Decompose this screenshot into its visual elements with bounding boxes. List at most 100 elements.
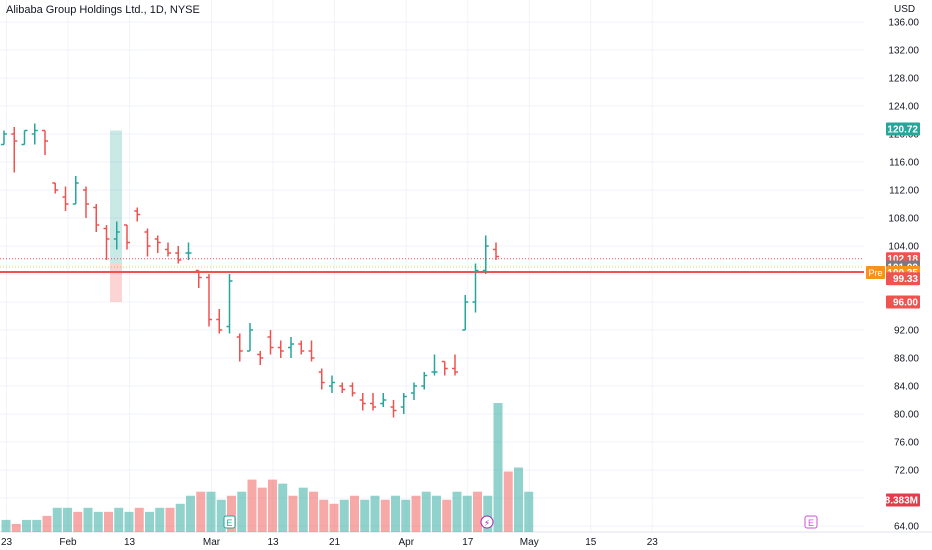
ohlc-bar bbox=[154, 235, 161, 253]
red-level-badge-1-bg bbox=[886, 272, 920, 286]
ohlc-bar bbox=[42, 129, 48, 155]
dividend-marker: ⚡ bbox=[480, 515, 494, 529]
volume-bar bbox=[175, 503, 185, 532]
x-tick-label: 13 bbox=[124, 537, 136, 548]
ohlc-bar bbox=[329, 375, 335, 393]
y-tick-label: 72.00 bbox=[894, 466, 919, 477]
ohlc-bar bbox=[247, 323, 253, 352]
volume-bar bbox=[114, 507, 124, 532]
volume-bar bbox=[493, 403, 503, 532]
ohlc-bar bbox=[185, 242, 192, 260]
y-tick-label: 92.00 bbox=[894, 326, 919, 337]
ohlc-bar bbox=[216, 309, 223, 334]
volume-bar bbox=[483, 495, 493, 532]
ohlc-bar bbox=[288, 337, 294, 358]
y-tick-label: 64.00 bbox=[894, 522, 919, 533]
volume-bar bbox=[421, 491, 431, 532]
volume-bar bbox=[524, 491, 534, 532]
y-tick-label: 88.00 bbox=[894, 354, 919, 365]
ohlc-bar bbox=[349, 382, 356, 397]
volume-bar bbox=[216, 499, 226, 532]
ohlc-bar bbox=[1, 130, 7, 146]
ohlc-bar bbox=[175, 246, 182, 264]
ohlc-bar bbox=[482, 235, 489, 274]
x-tick-label: May bbox=[520, 537, 539, 548]
pre-tag: Pre bbox=[866, 266, 885, 280]
volume-badge: 28.383M bbox=[879, 493, 920, 507]
ohlc-bar bbox=[472, 263, 479, 313]
ohlc-bar bbox=[113, 221, 120, 250]
volume-bar bbox=[247, 479, 257, 532]
volume-bar bbox=[401, 499, 411, 532]
pre-tag-text: Pre bbox=[868, 268, 882, 278]
ohlc-bar bbox=[226, 274, 233, 334]
volume-bar bbox=[370, 495, 380, 532]
volume-bar bbox=[298, 487, 308, 532]
red-level-badge-2-text: 96.00 bbox=[893, 298, 918, 309]
high-price-badge-bg bbox=[886, 122, 920, 136]
volume-bar bbox=[268, 479, 277, 532]
future-earnings-letter: E bbox=[808, 518, 814, 528]
volume-bar bbox=[503, 471, 513, 532]
volume-bar bbox=[206, 491, 216, 532]
high-price-badge: 120.72 bbox=[886, 122, 920, 135]
gap-up-range bbox=[110, 130, 122, 264]
volume-bar bbox=[145, 511, 154, 532]
volume-bar bbox=[73, 511, 83, 532]
x-tick-label: 23 bbox=[1, 537, 13, 548]
volume-bar bbox=[11, 523, 21, 532]
volume-bar bbox=[350, 495, 359, 532]
ohlc-bar bbox=[124, 224, 130, 250]
ohlc-bar bbox=[206, 274, 212, 327]
ohlc-bar bbox=[380, 393, 387, 407]
ohlc-bar bbox=[339, 382, 346, 393]
gap-down-range bbox=[110, 263, 122, 302]
volume-bar bbox=[339, 499, 349, 532]
ohlc-bar bbox=[144, 228, 151, 257]
ohlc-bar bbox=[441, 360, 448, 376]
volume-bar bbox=[462, 495, 472, 532]
ohlc-bar bbox=[195, 269, 202, 288]
y-tick-label: 136.00 bbox=[888, 18, 919, 29]
volume-badge-text: 28.383M bbox=[879, 496, 918, 507]
volume-bar bbox=[319, 499, 329, 532]
red-level-badge-1: 99.33 bbox=[886, 272, 920, 286]
x-tick-label: 21 bbox=[329, 537, 341, 548]
earnings-marker: E bbox=[223, 515, 236, 529]
volume-bar bbox=[452, 491, 462, 532]
ohlc-bar bbox=[93, 204, 100, 232]
ohlc-bar bbox=[390, 400, 397, 418]
earnings-box bbox=[223, 515, 236, 529]
x-tick-label: 15 bbox=[585, 537, 597, 548]
red-level-badge-2: 96.00 bbox=[886, 295, 920, 309]
ohlc-bar bbox=[11, 127, 18, 173]
pre-tag-bg bbox=[866, 266, 885, 280]
volume-bar bbox=[124, 511, 134, 532]
y-tick-label: 116.00 bbox=[889, 158, 919, 169]
volume-bar bbox=[42, 515, 52, 532]
ohlc-bar bbox=[134, 207, 141, 222]
ohlc-bar bbox=[52, 182, 59, 194]
volume-bar bbox=[432, 495, 441, 532]
volume-bar bbox=[442, 499, 452, 532]
volume-bar bbox=[227, 495, 236, 532]
red-level-badge-2-bg bbox=[886, 295, 920, 309]
volume-bar bbox=[93, 511, 103, 532]
future-earnings-box bbox=[804, 515, 818, 529]
volume-bar bbox=[134, 507, 144, 532]
chart-title: Alibaba Group Holdings Ltd., 1D, NYSE bbox=[6, 4, 200, 16]
volume-bar bbox=[257, 487, 267, 532]
currency-label: USD bbox=[894, 4, 916, 15]
volume-bar bbox=[278, 483, 288, 532]
x-tick-label: Apr bbox=[398, 537, 414, 548]
ohlc-bar bbox=[359, 393, 366, 411]
ohlc-bar bbox=[236, 333, 243, 362]
volume-bar bbox=[104, 511, 113, 532]
volume-bar bbox=[83, 507, 93, 532]
y-tick-label: 108.00 bbox=[888, 214, 919, 225]
volume-bar bbox=[380, 499, 390, 532]
volume-bar bbox=[360, 499, 370, 532]
volume-bar bbox=[288, 495, 298, 532]
x-tick-label: Feb bbox=[59, 537, 77, 548]
